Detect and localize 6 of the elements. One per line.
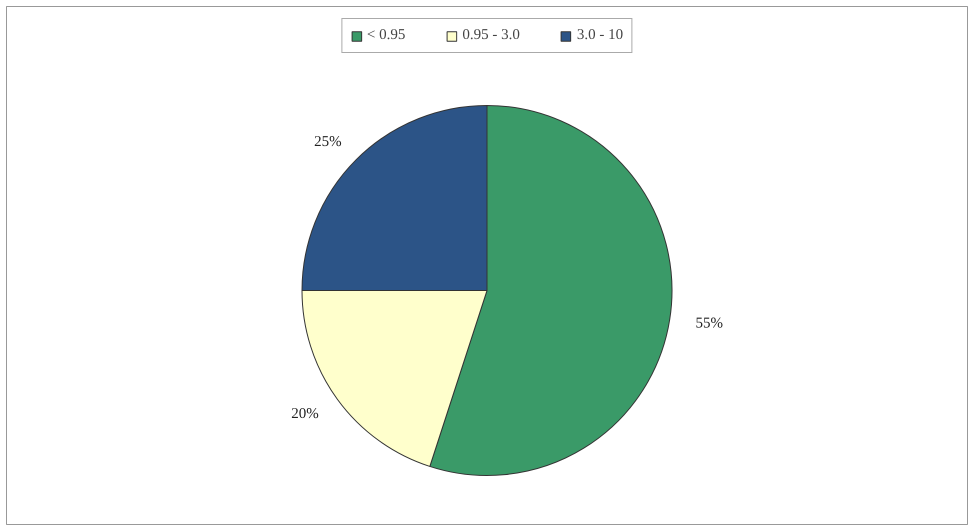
data-label: 55% bbox=[695, 315, 723, 332]
legend-label: < 0.95 bbox=[366, 27, 406, 44]
legend-label: 3.0 - 10 bbox=[576, 27, 624, 44]
legend-label: 0.95 - 3.0 bbox=[462, 27, 520, 44]
data-label: 25% bbox=[314, 134, 342, 150]
data-label: 20% bbox=[291, 406, 319, 422]
